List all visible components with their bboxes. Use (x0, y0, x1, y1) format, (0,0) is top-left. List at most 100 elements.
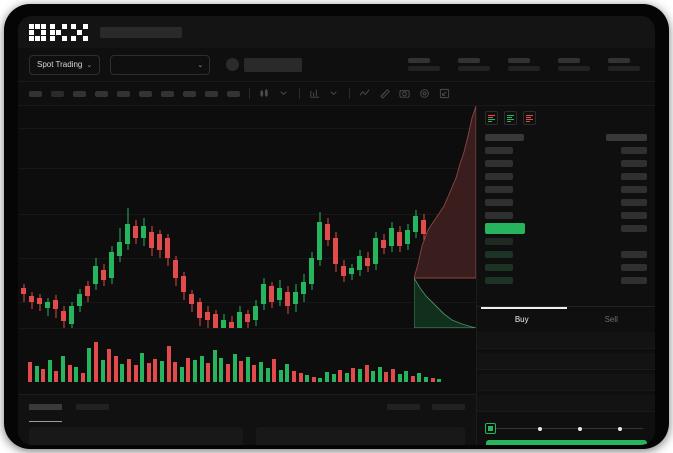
camera-icon[interactable] (399, 88, 410, 99)
okx-logo-glyph (29, 23, 46, 41)
order-book-price-cell (485, 277, 513, 284)
orders-action-2[interactable] (432, 404, 465, 410)
candle (397, 106, 402, 328)
toolbar-divider (299, 88, 300, 99)
ruler-icon[interactable] (379, 88, 390, 99)
timeframe-4[interactable] (95, 90, 108, 97)
ticker-stat-1 (408, 58, 440, 71)
orderbook-mode-bids-icon[interactable] (504, 111, 517, 125)
order-book-row[interactable] (485, 157, 647, 170)
candlestick-icon[interactable] (259, 88, 270, 99)
candle (77, 106, 82, 328)
order-book-rows[interactable] (477, 129, 655, 287)
volume-bar (252, 365, 257, 382)
volume-bar (54, 371, 59, 382)
volume-bar (371, 371, 376, 382)
global-search-input[interactable] (100, 26, 182, 38)
order-book-row[interactable] (485, 248, 647, 261)
candle (197, 106, 202, 328)
order-book-row[interactable] (485, 170, 647, 183)
order-field-3[interactable] (477, 374, 655, 391)
slider-track (490, 427, 643, 429)
pair-coin-avatar (226, 58, 240, 71)
slider-stop-25[interactable] (538, 426, 542, 431)
order-field-4[interactable] (477, 395, 655, 412)
order-book-row[interactable] (485, 274, 647, 287)
orders-tab-2[interactable] (76, 404, 109, 410)
tab-sell[interactable]: Sell (567, 307, 656, 332)
orders-action-1[interactable] (387, 404, 420, 410)
order-book-row[interactable] (485, 261, 647, 274)
candle (389, 106, 394, 328)
chart-gridline (18, 168, 476, 169)
candle (229, 106, 234, 328)
timeframe-5[interactable] (117, 90, 130, 97)
order-book-row[interactable] (485, 235, 647, 248)
fullscreen-icon[interactable] (439, 88, 450, 99)
volume-bar (160, 361, 164, 382)
candle (293, 106, 298, 328)
timeframe-3[interactable] (73, 90, 86, 97)
volume-bar (206, 363, 211, 382)
volume-bar (140, 353, 145, 382)
settings-gear-icon[interactable] (419, 88, 430, 99)
orders-panel-tabs (29, 404, 465, 410)
slider-stop-50[interactable] (578, 426, 582, 431)
timeframe-6[interactable] (139, 90, 152, 97)
amount-percent-slider[interactable] (486, 422, 647, 434)
order-book-size-cell (621, 199, 647, 206)
order-book-row[interactable] (485, 183, 647, 196)
volume-bar (199, 356, 204, 382)
okx-logo[interactable] (29, 23, 88, 41)
candle (317, 106, 322, 328)
candle (29, 106, 34, 328)
orderbook-mode-both-icon[interactable] (485, 111, 498, 125)
price-chart[interactable] (18, 106, 476, 328)
volume-bar (404, 371, 409, 382)
indicator-chevron-icon[interactable] (329, 88, 340, 99)
volume-bar (219, 358, 224, 382)
order-book-price-cell (485, 212, 513, 219)
order-field-1[interactable] (477, 332, 655, 349)
candle (181, 106, 186, 328)
timeframe-7[interactable] (161, 90, 174, 97)
order-book-price-cell (485, 238, 513, 245)
line-chart-icon[interactable] (359, 88, 370, 99)
volume-bar (338, 370, 343, 382)
candle (205, 106, 210, 328)
orderbook-mode-asks-icon[interactable] (523, 111, 536, 125)
timeframe-8[interactable] (183, 90, 196, 97)
tab-buy[interactable]: Buy (477, 307, 567, 332)
slider-stop-75[interactable] (618, 426, 622, 431)
volume-bar (146, 363, 151, 382)
orders-tab-1[interactable] (29, 404, 62, 410)
timeframe-10[interactable] (227, 90, 240, 97)
timeframe-9[interactable] (205, 90, 218, 97)
timeframe-1[interactable] (29, 90, 42, 97)
submit-buy-button[interactable] (486, 440, 647, 445)
order-book-row[interactable] (485, 131, 647, 144)
order-book-row-selected[interactable] (485, 222, 647, 235)
ticker-stats (408, 58, 644, 71)
spot-trading-dropdown[interactable]: Spot Trading ⌄ (29, 54, 101, 75)
last-price-value (244, 57, 303, 72)
candle (301, 106, 306, 328)
indicator-icon[interactable] (309, 88, 320, 99)
volume-bar (305, 375, 310, 382)
candle (93, 106, 98, 328)
chart-toolbar (18, 82, 655, 106)
volume-bar (133, 365, 138, 382)
order-field-2[interactable] (477, 353, 655, 370)
volume-bar (278, 370, 283, 382)
volume-bar (212, 350, 217, 382)
order-book-row[interactable] (485, 209, 647, 222)
order-book-row[interactable] (485, 196, 647, 209)
slider-handle[interactable] (486, 424, 495, 433)
order-book-row[interactable] (485, 144, 647, 157)
timeframe-2[interactable] (51, 90, 64, 97)
chart-gridline (18, 258, 476, 259)
chart-type-chevron-icon[interactable] (279, 88, 290, 99)
trading-pair-select[interactable]: ⌄ (110, 54, 211, 75)
volume-bar (364, 365, 369, 382)
